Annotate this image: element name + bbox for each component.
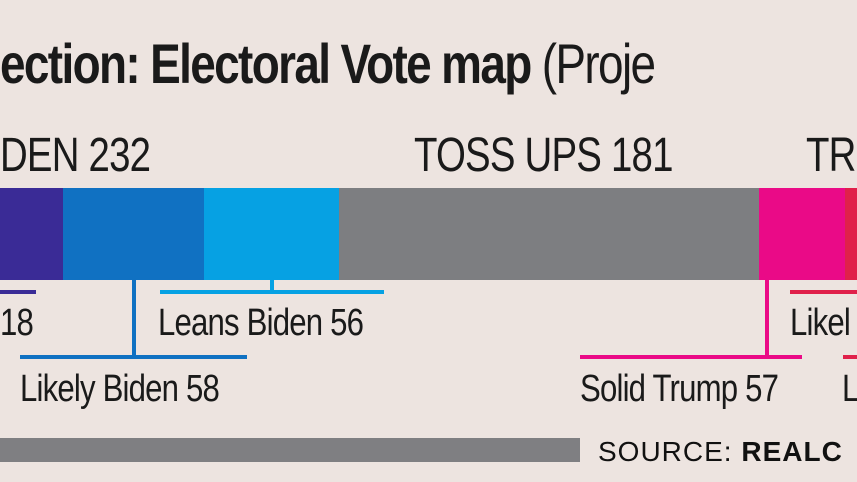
bar-toss-ups bbox=[339, 188, 759, 280]
source-prefix: SOURCE: bbox=[598, 436, 733, 467]
bar-likely-trump bbox=[845, 188, 857, 280]
leader-leans-biden bbox=[160, 280, 384, 294]
footer-bar bbox=[0, 438, 580, 462]
leader-solid-trump bbox=[580, 280, 802, 359]
label-solid-trump: Solid Trump 57 bbox=[580, 368, 779, 410]
chart-title-bold: ection: Electoral Vote map bbox=[0, 32, 532, 95]
bar-leans-biden bbox=[204, 188, 339, 280]
label-leans-trump: L bbox=[842, 368, 857, 410]
bar-solid-biden bbox=[0, 188, 63, 280]
label-solid-biden: 18 bbox=[0, 302, 34, 344]
bar-solid-trump bbox=[759, 188, 845, 280]
leader-likely-biden bbox=[20, 280, 247, 359]
source-name: REALC bbox=[741, 436, 843, 467]
label-likely-biden: Likely Biden 58 bbox=[20, 368, 220, 410]
label-likely-trump: Likel bbox=[790, 302, 851, 344]
source-line: SOURCE: REALC bbox=[598, 436, 843, 468]
group-label-trump: TR bbox=[806, 129, 856, 182]
group-label-biden: DEN 232 bbox=[0, 129, 151, 182]
chart-title-light: (Proje bbox=[541, 32, 656, 95]
chart-title: ection: Electoral Vote map (Proje bbox=[0, 36, 656, 92]
bar-likely-biden bbox=[63, 188, 204, 280]
group-label-toss-ups: TOSS UPS 181 bbox=[414, 129, 673, 182]
label-leans-biden: Leans Biden 56 bbox=[158, 302, 364, 344]
